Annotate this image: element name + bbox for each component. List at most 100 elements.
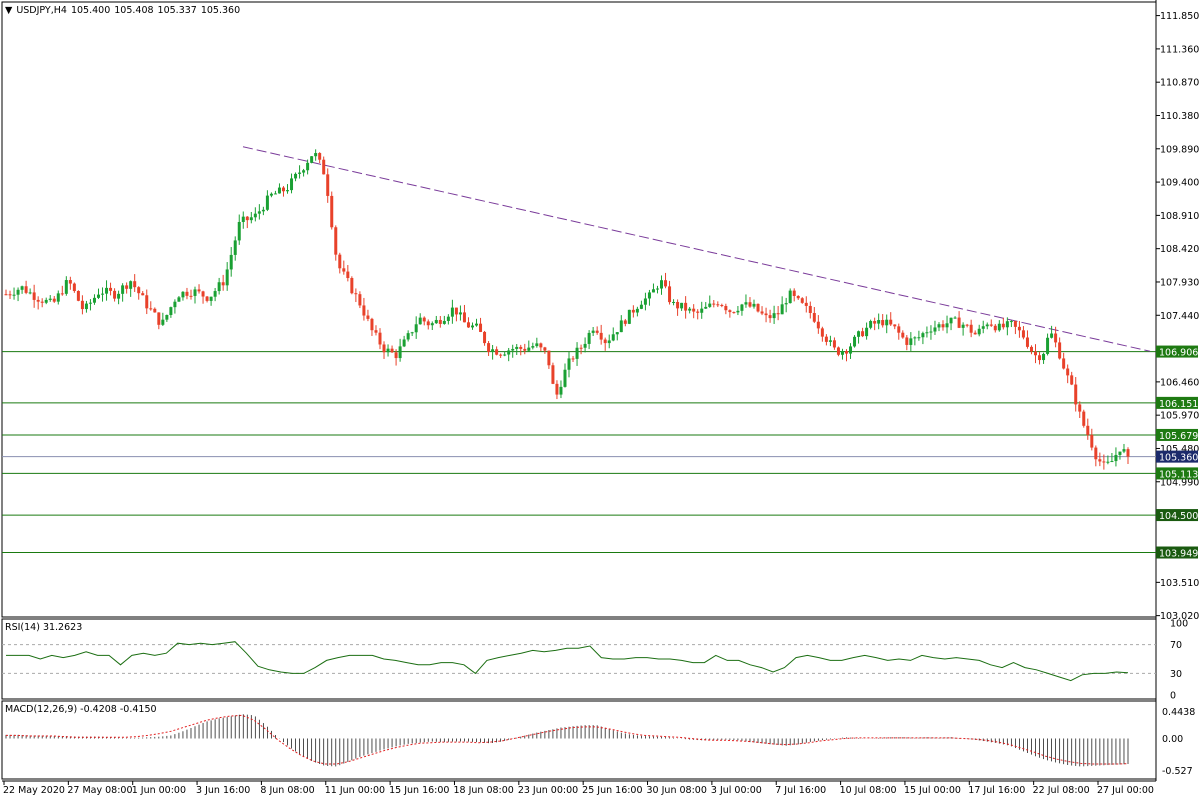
bull-candle	[257, 211, 261, 214]
bear-candle	[157, 312, 161, 325]
bear-candle	[32, 292, 36, 300]
bear-candle	[965, 324, 969, 326]
bear-candle	[80, 300, 84, 310]
bear-candle	[426, 321, 430, 326]
bear-candle	[724, 305, 728, 311]
bear-candle	[185, 291, 189, 296]
time-label: 3 Jun 16:00	[196, 785, 250, 796]
current-price-label: 105.360	[1159, 453, 1198, 464]
bull-candle	[193, 289, 197, 296]
bull-candle	[294, 173, 298, 179]
bull-candle	[635, 308, 639, 313]
bull-candle	[1110, 461, 1114, 463]
bear-candle	[571, 358, 575, 360]
bear-candle	[684, 302, 688, 311]
bear-candle	[993, 325, 997, 331]
rsi-panel-frame	[1, 618, 1157, 700]
symbol-label: USDJPY,H4	[16, 5, 67, 16]
bear-candle	[1029, 346, 1033, 352]
bear-candle	[358, 294, 362, 306]
bear-candle	[676, 301, 680, 309]
bear-candle	[370, 318, 374, 331]
bear-candle	[153, 308, 157, 313]
bull-candle	[434, 319, 438, 324]
level-label: 106.151	[1159, 399, 1198, 410]
bear-candle	[354, 293, 358, 295]
bear-candle	[1062, 358, 1066, 369]
bull-candle	[828, 340, 832, 342]
bear-candle	[720, 305, 724, 307]
bull-candle	[386, 348, 390, 353]
price-tick-label: 110.870	[1160, 78, 1199, 89]
bull-candle	[169, 307, 173, 315]
bear-candle	[603, 339, 607, 344]
bull-candle	[535, 343, 539, 347]
bear-candle	[756, 303, 760, 312]
level-label: 104.500	[1159, 511, 1198, 522]
bear-candle	[1070, 375, 1074, 385]
bull-candle	[655, 288, 659, 290]
time-label: 23 Jun 00:00	[518, 785, 578, 796]
bear-candle	[1094, 447, 1098, 460]
rsi-tick-label: 30	[1170, 669, 1182, 680]
bear-candle	[109, 287, 113, 291]
bull-candle	[672, 301, 676, 303]
bull-candle	[1050, 333, 1054, 338]
price-tick-label: 110.380	[1160, 111, 1199, 122]
time-label: 30 Jun 08:00	[647, 785, 707, 796]
bear-candle	[816, 321, 820, 329]
level-label-box	[1156, 546, 1198, 559]
dropdown-triangle-icon[interactable]: ▼	[5, 5, 13, 16]
price-tick-label: 109.400	[1160, 178, 1199, 189]
bear-candle	[52, 298, 56, 302]
bull-candle	[1009, 321, 1013, 323]
bear-candle	[334, 227, 338, 255]
bull-candle	[575, 347, 579, 359]
bear-candle	[479, 323, 483, 332]
time-label: 25 Jun 16:00	[582, 785, 642, 796]
bull-candle	[591, 330, 595, 333]
bear-candle	[595, 330, 599, 333]
bull-candle	[306, 162, 310, 171]
bear-candle	[36, 299, 40, 302]
bear-candle	[362, 305, 366, 316]
bear-candle	[901, 332, 905, 338]
bear-candle	[957, 317, 961, 328]
bull-candle	[627, 309, 631, 324]
bull-candle	[1042, 353, 1046, 361]
bull-candle	[414, 324, 418, 333]
bull-candle	[849, 346, 853, 354]
bull-candle	[213, 291, 217, 297]
bull-candle	[225, 269, 229, 286]
time-label: 10 Jul 08:00	[840, 785, 897, 796]
bear-candle	[748, 302, 752, 307]
bear-candle	[422, 317, 426, 322]
bull-candle	[744, 302, 748, 305]
bull-candle	[784, 303, 788, 305]
bull-candle	[981, 326, 985, 329]
open-value: 105.400	[70, 5, 111, 16]
bear-candle	[861, 331, 865, 337]
bear-candle	[382, 344, 386, 353]
bear-candle	[800, 298, 804, 303]
bear-candle	[1086, 425, 1090, 435]
bear-candle	[1126, 449, 1130, 457]
bull-candle	[559, 386, 563, 395]
bull-candle	[937, 324, 941, 328]
bear-candle	[1025, 337, 1029, 347]
bear-candle	[487, 343, 491, 352]
high-value: 105.408	[114, 5, 154, 16]
bear-candle	[322, 159, 326, 175]
bull-candle	[680, 302, 684, 309]
rsi-label: RSI(14) 31.2623	[5, 622, 83, 633]
bull-candle	[611, 334, 615, 341]
bear-candle	[145, 295, 149, 309]
level-label: 106.906	[1159, 348, 1198, 359]
bear-candle	[519, 346, 523, 349]
bull-candle	[12, 294, 16, 296]
bull-candle	[515, 346, 519, 349]
bear-candle	[1034, 351, 1038, 356]
rsi-tick-label: 100	[1170, 619, 1188, 630]
